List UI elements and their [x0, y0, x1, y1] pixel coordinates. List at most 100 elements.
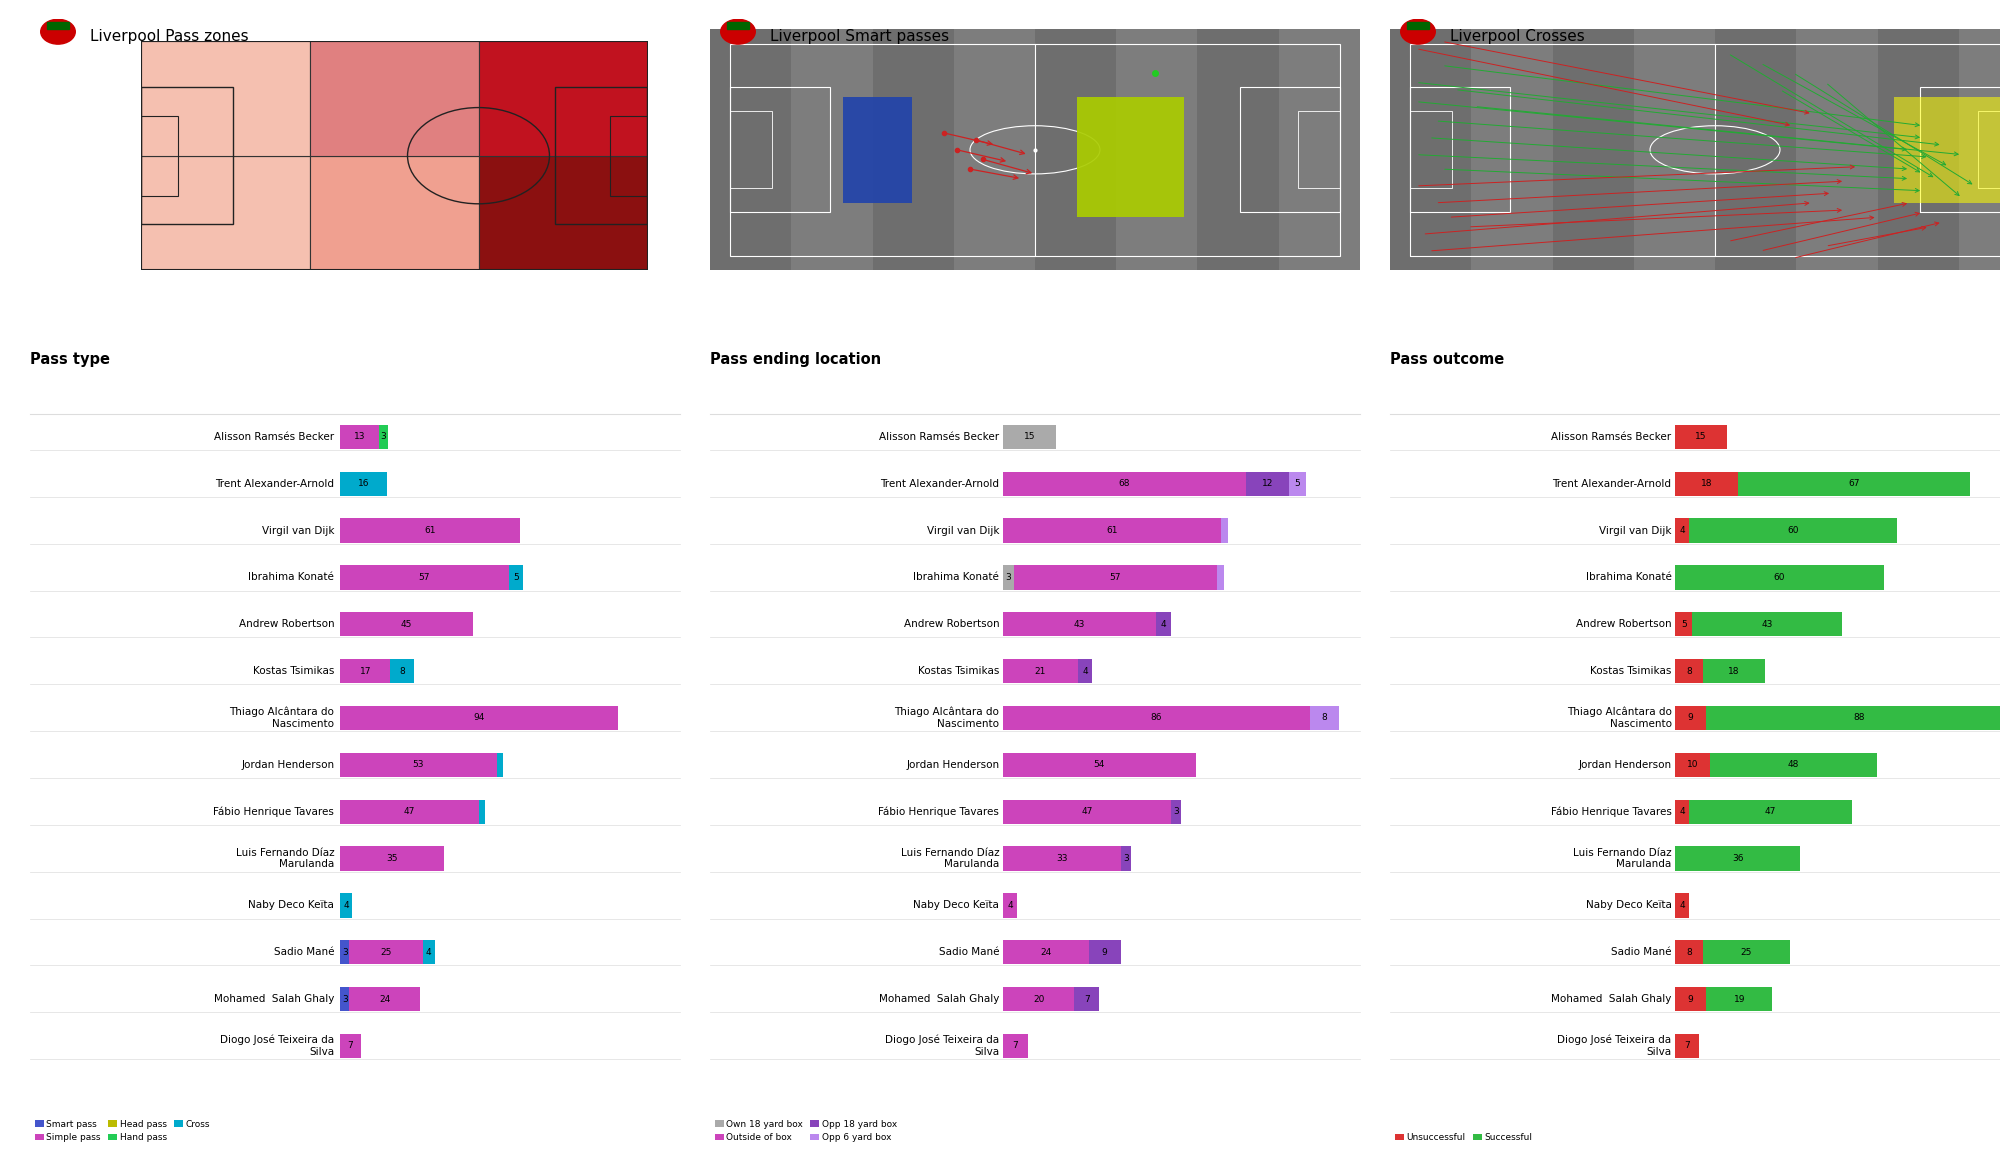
Bar — [140, 156, 310, 270]
Bar — [1116, 29, 1198, 270]
Text: Andrew Robertson: Andrew Robertson — [904, 619, 1000, 630]
Bar — [1676, 565, 1884, 590]
Bar — [844, 96, 912, 203]
Bar — [480, 799, 484, 824]
Text: Trent Alexander-Arnold: Trent Alexander-Arnold — [880, 478, 1000, 489]
Text: 9: 9 — [1102, 948, 1108, 956]
Text: Diogo José Teixeira da
Silva: Diogo José Teixeira da Silva — [220, 1035, 334, 1058]
Bar — [1676, 612, 1692, 637]
Text: 5: 5 — [1294, 479, 1300, 488]
Bar — [340, 612, 474, 637]
Bar — [954, 29, 1034, 270]
Text: Sadio Mané: Sadio Mané — [1612, 947, 1672, 958]
Legend: Unsuccessful, Successful: Unsuccessful, Successful — [1394, 1133, 1532, 1142]
Bar — [1676, 893, 1688, 918]
Text: Pass ending location: Pass ending location — [710, 351, 882, 367]
Text: 12: 12 — [1262, 479, 1272, 488]
Bar — [1676, 518, 1688, 543]
Bar — [792, 29, 872, 270]
Bar — [710, 29, 792, 270]
Bar — [1688, 799, 1852, 824]
Text: 4: 4 — [1160, 619, 1166, 629]
Circle shape — [1400, 19, 1436, 45]
Text: 61: 61 — [424, 526, 436, 535]
Bar — [340, 706, 618, 730]
Text: 47: 47 — [1082, 807, 1092, 817]
Text: Jordan Henderson: Jordan Henderson — [906, 760, 1000, 770]
Text: Mohamed  Salah Ghaly: Mohamed Salah Ghaly — [214, 994, 334, 1005]
Bar — [496, 753, 502, 777]
Circle shape — [40, 19, 76, 45]
Text: 25: 25 — [1740, 948, 1752, 956]
Text: Ibrahima Konaté: Ibrahima Konaté — [914, 572, 1000, 583]
Bar — [1410, 43, 2000, 256]
Text: Ibrahima Konaté: Ibrahima Konaté — [1586, 572, 1672, 583]
Text: 4: 4 — [1680, 526, 1684, 535]
Text: 3: 3 — [1006, 573, 1012, 582]
Text: 18: 18 — [1700, 479, 1712, 488]
Bar — [1706, 987, 1772, 1012]
Bar — [340, 518, 520, 543]
Text: Ibrahima Konaté: Ibrahima Konaté — [248, 572, 334, 583]
Bar — [1920, 87, 2000, 213]
Text: Andrew Robertson: Andrew Robertson — [1576, 619, 1672, 630]
Bar — [1002, 706, 1310, 730]
Text: 7: 7 — [1012, 1041, 1018, 1050]
Text: Jordan Henderson: Jordan Henderson — [1578, 760, 1672, 770]
Bar — [340, 565, 508, 590]
Bar — [508, 565, 524, 590]
Text: Mohamed  Salah Ghaly: Mohamed Salah Ghaly — [878, 994, 1000, 1005]
Bar — [1002, 987, 1074, 1012]
Text: 21: 21 — [1034, 666, 1046, 676]
Text: Diogo José Teixeira da
Silva: Diogo José Teixeira da Silva — [1558, 1035, 1672, 1058]
Bar — [1002, 518, 1220, 543]
Bar — [1710, 753, 1876, 777]
Bar — [1088, 940, 1120, 965]
Bar — [554, 87, 648, 224]
Bar — [1676, 424, 1728, 449]
Bar — [1074, 987, 1100, 1012]
Text: 53: 53 — [412, 760, 424, 770]
Text: 57: 57 — [418, 573, 430, 582]
Bar — [610, 115, 648, 196]
Text: 3: 3 — [1174, 807, 1178, 817]
Bar — [1958, 29, 2000, 270]
Bar — [1002, 893, 1018, 918]
Bar — [1676, 799, 1688, 824]
Text: 7: 7 — [1084, 994, 1090, 1003]
Text: 20: 20 — [1032, 994, 1044, 1003]
Text: Virgil van Dijk: Virgil van Dijk — [926, 525, 1000, 536]
Bar — [48, 22, 68, 28]
Bar — [1002, 846, 1120, 871]
Text: 4: 4 — [1680, 807, 1684, 817]
Bar — [340, 987, 350, 1012]
Bar — [1036, 29, 1116, 270]
Text: Jordan Henderson: Jordan Henderson — [242, 760, 334, 770]
Text: 4: 4 — [344, 901, 348, 909]
Text: Fábio Henrique Tavares: Fábio Henrique Tavares — [214, 806, 334, 817]
Bar — [1002, 565, 1014, 590]
Bar — [1676, 706, 1706, 730]
Circle shape — [720, 19, 756, 45]
Text: 13: 13 — [354, 432, 366, 442]
Bar — [340, 753, 496, 777]
Text: 3: 3 — [342, 948, 348, 956]
Bar — [340, 846, 444, 871]
Bar — [1002, 799, 1170, 824]
Bar — [340, 799, 480, 824]
Bar — [1676, 846, 1800, 871]
Text: 5: 5 — [1680, 619, 1686, 629]
Text: 8: 8 — [400, 666, 406, 676]
Bar — [1408, 22, 1428, 28]
Bar — [1002, 940, 1088, 965]
Bar — [340, 659, 390, 684]
Text: Virgil van Dijk: Virgil van Dijk — [262, 525, 334, 536]
Bar — [1706, 706, 2000, 730]
Bar — [350, 987, 420, 1012]
Text: Luis Fernando Díaz
Marulanda: Luis Fernando Díaz Marulanda — [236, 847, 334, 870]
Text: 43: 43 — [1762, 619, 1772, 629]
Text: 36: 36 — [1732, 854, 1744, 864]
Text: 33: 33 — [1056, 854, 1068, 864]
Bar — [340, 471, 388, 496]
Bar — [1078, 659, 1092, 684]
